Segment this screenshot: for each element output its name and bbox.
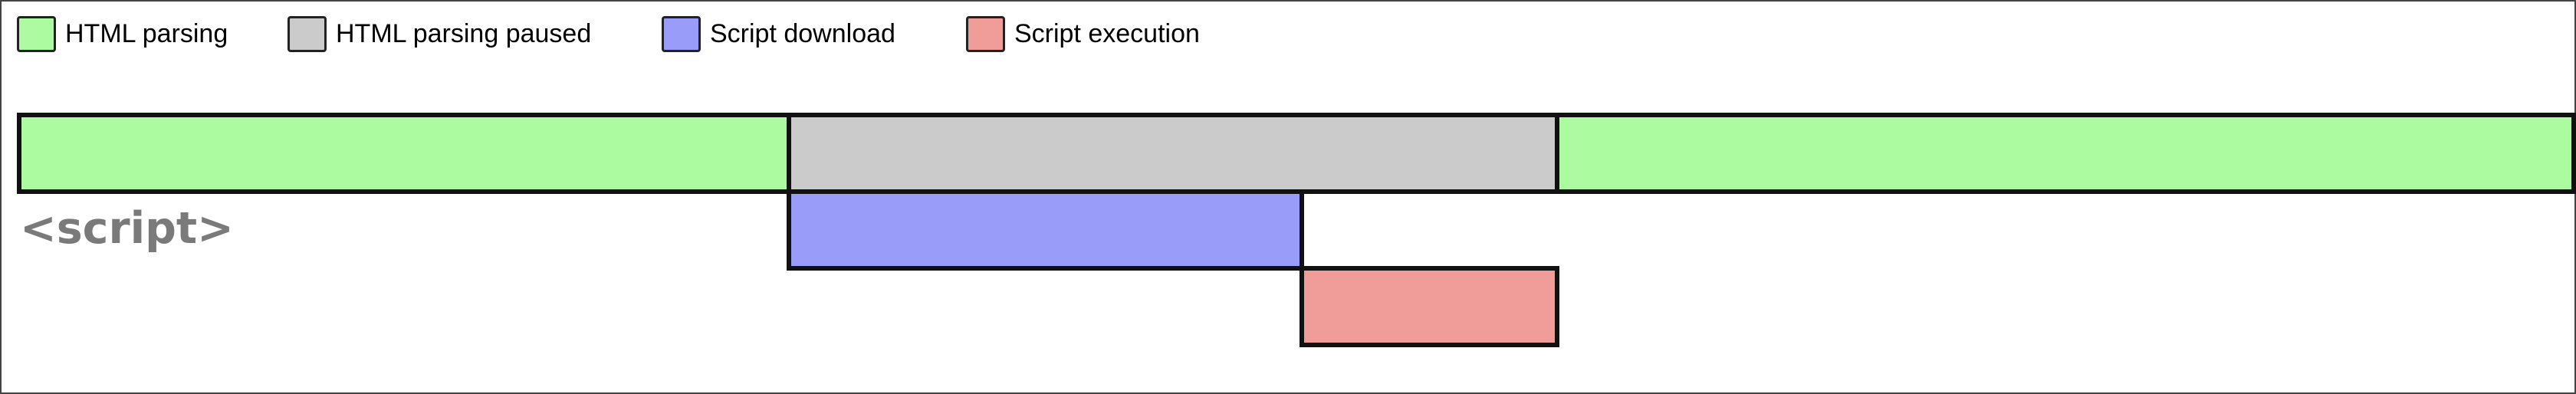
legend-label-html-parsing: HTML parsing [65, 19, 228, 48]
bar-html-parsing-after [1555, 113, 2576, 194]
bar-script-execution [1300, 266, 1559, 347]
legend-swatch-html-parsing-paused [288, 16, 327, 52]
bar-html-parsing-before [17, 113, 791, 194]
legend-html-parsing: HTML parsing [17, 15, 228, 54]
bar-html-parsing-paused [787, 113, 1559, 194]
legend-label-html-parsing-paused: HTML parsing paused [336, 19, 592, 48]
legend-label-script-download: Script download [710, 19, 895, 48]
script-tag-label: <script> [20, 203, 234, 254]
legend-swatch-html-parsing [17, 16, 56, 52]
legend-html-parsing-paused: HTML parsing paused [288, 15, 591, 54]
legend-swatch-script-download [662, 16, 701, 52]
bar-script-download [787, 189, 1304, 271]
legend-script-execution: Script execution [966, 15, 1200, 54]
legend-label-script-execution: Script execution [1014, 19, 1200, 48]
legend-script-download: Script download [662, 15, 895, 54]
legend-swatch-script-execution [966, 16, 1005, 52]
